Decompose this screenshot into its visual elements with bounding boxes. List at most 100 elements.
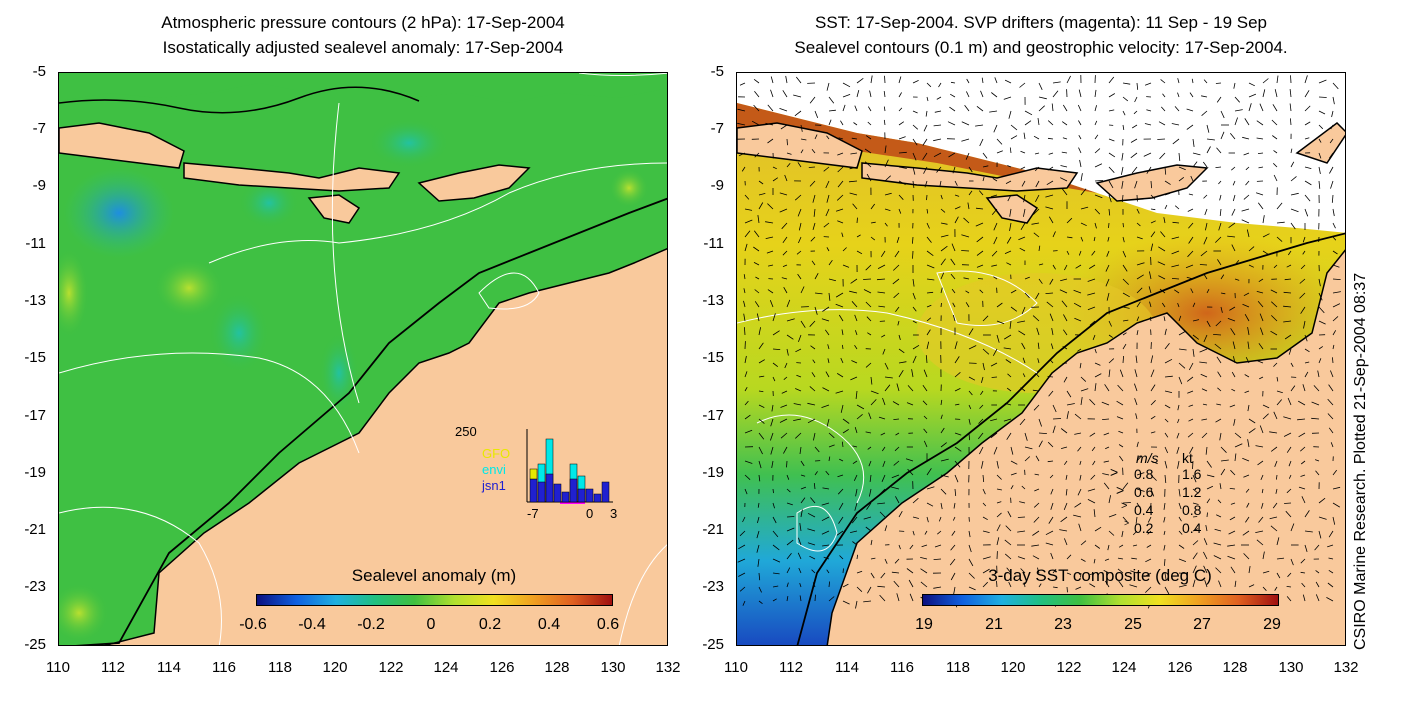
velocity-arrow bbox=[822, 544, 830, 547]
velocity-arrow bbox=[1290, 362, 1294, 368]
velocity-arrow bbox=[1047, 376, 1054, 378]
velocity-arrow bbox=[1311, 401, 1320, 406]
velocity-arrow bbox=[854, 314, 858, 322]
velocity-arrow bbox=[1004, 79, 1012, 84]
velocity-arrow bbox=[1332, 469, 1338, 476]
velocity-arrow bbox=[807, 418, 816, 424]
velocity-arrow bbox=[828, 456, 831, 462]
velocity-arrow bbox=[1262, 250, 1269, 255]
velocity-arrow bbox=[1298, 432, 1306, 438]
right-colorbar-title: 3-day SST composite (deg C) bbox=[988, 566, 1212, 585]
velocity-arrow bbox=[1244, 374, 1250, 378]
velocity-arrow bbox=[738, 572, 746, 577]
velocity-arrow bbox=[1205, 222, 1208, 231]
velocity-arrow bbox=[1089, 572, 1096, 575]
velocity-arrow bbox=[1117, 557, 1124, 560]
velocity-arrow bbox=[1206, 138, 1215, 141]
velocity-arrow bbox=[758, 342, 764, 350]
velocity-arrow bbox=[1005, 525, 1012, 532]
velocity-arrow bbox=[976, 264, 984, 268]
velocity-arrow bbox=[978, 190, 984, 196]
velocity-arrow bbox=[826, 418, 830, 427]
velocity-arrow bbox=[912, 497, 919, 504]
velocity-arrow bbox=[898, 194, 904, 200]
velocity-arrow bbox=[772, 166, 777, 170]
velocity-arrow bbox=[1122, 292, 1130, 298]
velocity-arrow bbox=[1003, 347, 1012, 350]
velocity-arrow bbox=[1006, 387, 1012, 392]
velocity-arrow bbox=[893, 418, 900, 420]
velocity-arrow bbox=[821, 516, 830, 522]
velocity-arrow bbox=[809, 320, 816, 327]
velocity-arrow bbox=[1213, 555, 1222, 560]
velocity-arrow bbox=[799, 523, 802, 532]
velocity-arrow bbox=[1078, 134, 1082, 140]
velocity-arrow bbox=[1234, 109, 1243, 112]
velocity-arrow bbox=[1045, 206, 1054, 210]
velocity-arrow bbox=[1311, 417, 1320, 420]
velocity-arrow bbox=[1136, 316, 1140, 322]
velocity-arrow bbox=[1190, 175, 1194, 182]
velocity-arrow bbox=[954, 460, 961, 468]
velocity-arrow bbox=[926, 96, 929, 102]
velocity-arrow bbox=[926, 82, 932, 88]
velocity-arrow bbox=[891, 474, 900, 479]
velocity-arrow bbox=[1158, 275, 1166, 280]
velocity-arrow bbox=[1289, 89, 1292, 98]
velocity-arrow bbox=[980, 90, 984, 98]
velocity-arrow bbox=[1191, 78, 1194, 84]
velocity-arrow bbox=[781, 277, 788, 280]
velocity-arrow bbox=[1192, 302, 1196, 308]
velocity-arrow bbox=[926, 208, 929, 214]
velocity-arrow bbox=[1063, 502, 1068, 511]
velocity-arrow bbox=[772, 313, 776, 322]
velocity-arrow bbox=[1091, 446, 1096, 452]
velocity-arrow bbox=[826, 247, 830, 252]
velocity-arrow bbox=[1007, 165, 1012, 168]
velocity-arrow bbox=[1234, 580, 1237, 588]
velocity-arrow bbox=[1108, 208, 1111, 216]
velocity-arrow bbox=[1007, 194, 1012, 202]
velocity-arrow bbox=[1031, 544, 1040, 547]
velocity-arrow bbox=[1315, 570, 1320, 574]
velocity-arrow bbox=[1047, 137, 1054, 140]
velocity-arrow bbox=[894, 558, 900, 564]
velocity-arrow bbox=[807, 512, 816, 518]
velocity-arrow bbox=[1033, 208, 1040, 215]
velocity-arrow bbox=[786, 299, 791, 308]
velocity-arrow bbox=[1103, 570, 1110, 574]
velocity-arrow bbox=[772, 544, 780, 551]
velocity-arrow bbox=[937, 530, 942, 535]
velocity-arrow bbox=[782, 236, 788, 244]
velocity-arrow bbox=[1318, 138, 1322, 143]
velocity-arrow bbox=[977, 278, 984, 280]
velocity-arrow bbox=[1089, 432, 1096, 437]
velocity-arrow bbox=[938, 516, 942, 522]
velocity-arrow bbox=[996, 460, 999, 469]
velocity-arrow bbox=[1328, 384, 1334, 392]
velocity-arrow bbox=[1149, 271, 1152, 280]
velocity-arrow bbox=[1164, 358, 1173, 364]
velocity-arrow bbox=[1006, 567, 1012, 574]
velocity-arrow bbox=[1227, 318, 1236, 322]
velocity-arrow bbox=[1063, 376, 1068, 383]
right-xtick: 130 bbox=[1278, 659, 1304, 676]
right-ytick: -19 bbox=[702, 464, 724, 481]
velocity-arrow bbox=[812, 359, 816, 364]
velocity-arrow bbox=[1199, 361, 1208, 364]
velocity-arrow bbox=[1300, 571, 1306, 574]
velocity-arrow bbox=[884, 145, 887, 154]
velocity-arrow bbox=[739, 82, 746, 86]
velocity-arrow bbox=[1010, 135, 1018, 140]
velocity-arrow bbox=[779, 208, 788, 213]
velocity-arrow bbox=[1090, 474, 1096, 480]
velocity-arrow bbox=[1122, 222, 1124, 228]
velocity-arrow bbox=[758, 460, 762, 469]
velocity-arrow bbox=[1135, 516, 1138, 524]
velocity-arrow bbox=[1328, 152, 1334, 159]
velocity-arrow bbox=[1227, 235, 1236, 238]
velocity-arrow bbox=[961, 138, 970, 142]
velocity-arrow bbox=[1332, 502, 1341, 508]
velocity-arrow bbox=[1273, 362, 1278, 367]
velocity-arrow bbox=[968, 418, 971, 425]
